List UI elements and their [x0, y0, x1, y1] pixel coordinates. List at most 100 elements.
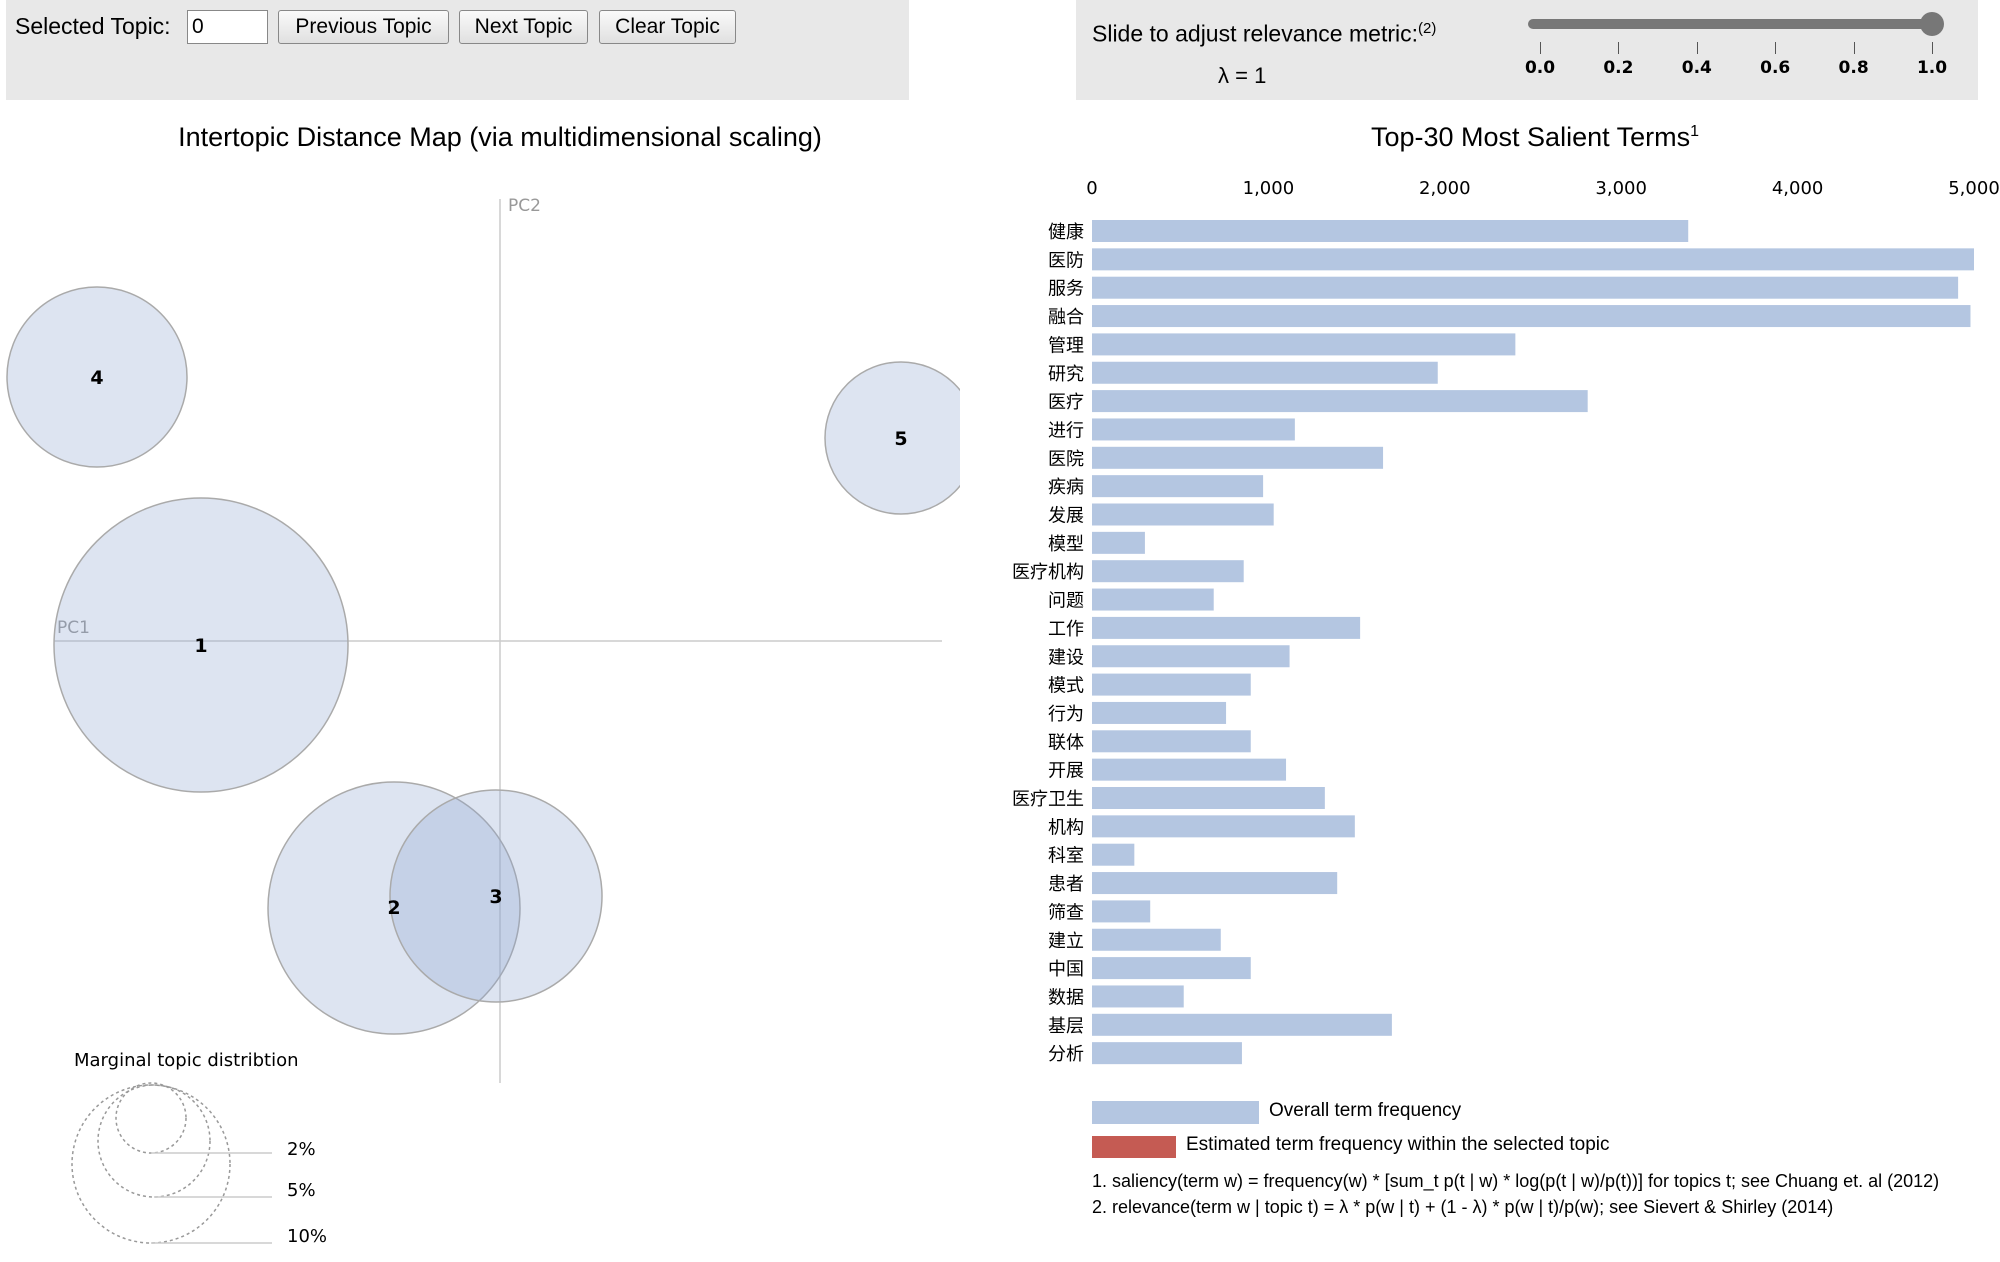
lambda-value: λ = 1: [1218, 63, 1267, 88]
relevance-slider-label: Slide to adjust relevance metric:(2): [1092, 20, 1436, 48]
term-bar[interactable]: [1092, 588, 1214, 611]
marginal-label-5: 5%: [287, 1180, 316, 1201]
legend-topic-label: Estimated term frequency within the sele…: [1186, 1134, 1610, 1155]
term-bar[interactable]: [1092, 673, 1251, 696]
topic-label-1: 1: [194, 635, 207, 657]
term-bar[interactable]: [1092, 333, 1516, 356]
topic-circle-4[interactable]: [6, 286, 188, 468]
term-label[interactable]: 分析: [1048, 1044, 1084, 1065]
term-label[interactable]: 医疗: [1048, 392, 1084, 413]
term-bar[interactable]: [1092, 730, 1251, 753]
topic-circle-5[interactable]: [824, 361, 960, 515]
term-label[interactable]: 疾病: [1048, 477, 1084, 498]
relevance-label-text: Slide to adjust relevance metric:: [1092, 20, 1418, 47]
term-label[interactable]: 建设: [1048, 647, 1084, 668]
selected-topic-input[interactable]: [187, 10, 268, 44]
topic-circle-3[interactable]: [389, 789, 603, 1003]
relevance-label-sup: (2): [1418, 20, 1437, 37]
term-bar[interactable]: [1092, 503, 1274, 526]
term-label[interactable]: 中国: [1048, 959, 1084, 980]
topic-controls-panel: [6, 0, 909, 100]
marginal-circle-5: [97, 1084, 211, 1198]
term-label[interactable]: 健康: [1048, 222, 1084, 243]
marginal-circle-2: [115, 1082, 187, 1154]
term-label[interactable]: 研究: [1048, 364, 1084, 385]
term-bar[interactable]: [1092, 305, 1971, 328]
topic-circle-1[interactable]: [53, 497, 349, 793]
term-bar[interactable]: [1092, 985, 1184, 1008]
term-label[interactable]: 模型: [1048, 534, 1084, 555]
slider-tick-mark: [1618, 42, 1620, 54]
term-bar[interactable]: [1092, 815, 1355, 838]
topic-label-5: 5: [894, 428, 907, 450]
term-label[interactable]: 进行: [1048, 420, 1084, 441]
term-bar[interactable]: [1092, 872, 1338, 895]
term-label[interactable]: 患者: [1048, 874, 1084, 895]
topic-circle-2[interactable]: [267, 781, 521, 1035]
term-bar[interactable]: [1092, 957, 1251, 980]
term-label[interactable]: 开展: [1048, 761, 1084, 782]
term-bar[interactable]: [1092, 645, 1290, 668]
term-bar[interactable]: [1092, 531, 1145, 554]
term-bar[interactable]: [1092, 475, 1264, 498]
footnote-relevance: 2. relevance(term w | topic t) = λ * p(w…: [1092, 1197, 1834, 1217]
term-label[interactable]: 建立: [1048, 931, 1084, 952]
term-label[interactable]: 行为: [1048, 704, 1084, 725]
slider-tick-mark: [1696, 42, 1698, 54]
term-label[interactable]: 联体: [1048, 732, 1084, 753]
term-label[interactable]: 模式: [1048, 676, 1084, 697]
term-label[interactable]: 发展: [1048, 506, 1084, 527]
term-bar[interactable]: [1092, 248, 1974, 271]
term-bar[interactable]: [1092, 900, 1151, 923]
slider-tick-mark: [1853, 42, 1855, 54]
intertopic-map: PC2 PC1 1 2 3 4 5 Marginal topic distrib…: [6, 196, 960, 1247]
term-label[interactable]: 科室: [1048, 846, 1084, 867]
salient-terms-chart: 0 1,000 2,000 3,000 4,000 5,000 健康医防服务融合管理研究医疗…: [1012, 178, 2000, 1065]
selected-topic-label: Selected Topic:: [15, 13, 171, 39]
term-bar[interactable]: [1092, 560, 1244, 583]
marginal-circle-10: [71, 1084, 231, 1244]
relevance-slider-thumb[interactable]: [1920, 12, 1944, 36]
clear-topic-button[interactable]: Clear Topic: [599, 10, 736, 44]
term-bar[interactable]: [1092, 276, 1959, 299]
term-label[interactable]: 问题: [1048, 591, 1084, 612]
term-label[interactable]: 医疗机构: [1012, 562, 1084, 583]
term-bar[interactable]: [1092, 390, 1588, 413]
slider-tick-mark: [1540, 42, 1541, 54]
term-bar[interactable]: [1092, 787, 1325, 809]
term-bar[interactable]: [1092, 418, 1295, 441]
term-label[interactable]: 机构: [1048, 817, 1084, 838]
legend-overall-label: Overall term frequency: [1269, 1100, 1462, 1121]
term-bar[interactable]: [1092, 446, 1384, 469]
x-tick-label: 4,000: [1772, 178, 1824, 199]
relevance-panel: [1076, 0, 1978, 100]
salient-terms-title: Top-30 Most Salient Terms1: [1371, 122, 1699, 153]
term-bar[interactable]: [1092, 928, 1221, 951]
term-bar[interactable]: [1092, 701, 1227, 724]
term-label[interactable]: 医院: [1048, 449, 1084, 470]
term-bar[interactable]: [1092, 758, 1287, 781]
term-bar[interactable]: [1092, 1042, 1242, 1065]
term-label[interactable]: 医疗卫生: [1012, 789, 1084, 810]
term-bar[interactable]: [1092, 361, 1438, 384]
term-bar[interactable]: [1092, 843, 1135, 866]
term-label[interactable]: 服务: [1048, 279, 1084, 300]
slider-tick-label: 0.8: [1838, 58, 1869, 78]
term-label[interactable]: 基层: [1048, 1016, 1084, 1037]
relevance-slider-track[interactable]: [1528, 19, 1936, 29]
term-label[interactable]: 数据: [1048, 987, 1084, 1008]
term-label[interactable]: 筛查: [1048, 902, 1084, 923]
term-label[interactable]: 管理: [1048, 335, 1084, 356]
term-bar[interactable]: [1092, 1013, 1392, 1036]
next-topic-button[interactable]: Next Topic: [459, 10, 588, 44]
slider-tick-mark: [1932, 42, 1933, 54]
marginal-label-10: 10%: [287, 1226, 327, 1247]
term-bar[interactable]: [1092, 220, 1689, 242]
term-label[interactable]: 融合: [1048, 307, 1084, 328]
legend-overall-swatch: [1092, 1101, 1259, 1124]
term-label[interactable]: 工作: [1048, 619, 1084, 640]
x-tick-label: 0: [1086, 178, 1097, 199]
previous-topic-button[interactable]: Previous Topic: [278, 10, 449, 44]
term-label[interactable]: 医防: [1048, 250, 1084, 271]
term-bar[interactable]: [1092, 616, 1361, 639]
